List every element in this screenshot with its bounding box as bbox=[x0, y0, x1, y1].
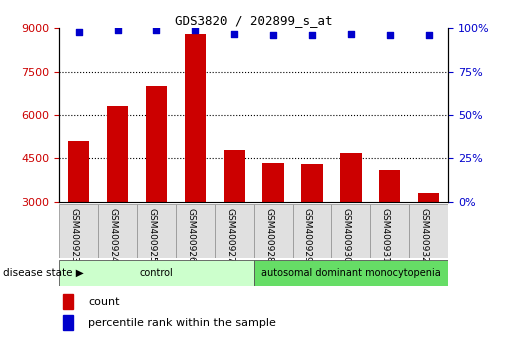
Bar bbox=[253, 204, 293, 258]
Bar bbox=[146, 86, 167, 202]
Point bbox=[152, 27, 161, 33]
Bar bbox=[176, 204, 215, 258]
Text: autosomal dominant monocytopenia: autosomal dominant monocytopenia bbox=[261, 268, 441, 278]
Bar bbox=[63, 315, 73, 330]
Text: GSM400930: GSM400930 bbox=[342, 208, 351, 263]
Bar bbox=[301, 164, 323, 202]
Bar bbox=[68, 141, 90, 202]
Text: GSM400932: GSM400932 bbox=[420, 208, 428, 263]
Text: GSM400924: GSM400924 bbox=[109, 208, 117, 263]
Text: GSM400927: GSM400927 bbox=[225, 208, 234, 263]
Text: GSM400926: GSM400926 bbox=[186, 208, 195, 263]
Text: count: count bbox=[89, 297, 120, 307]
Bar bbox=[340, 153, 362, 202]
Bar bbox=[332, 204, 370, 258]
Text: percentile rank within the sample: percentile rank within the sample bbox=[89, 318, 276, 328]
Point bbox=[113, 27, 122, 33]
Text: control: control bbox=[140, 268, 174, 278]
Text: GSM400923: GSM400923 bbox=[70, 208, 79, 263]
Point bbox=[230, 31, 238, 36]
Bar bbox=[215, 204, 253, 258]
Point bbox=[75, 29, 83, 35]
Bar bbox=[262, 163, 284, 202]
Bar bbox=[63, 294, 73, 309]
Point bbox=[424, 33, 433, 38]
Point bbox=[308, 33, 316, 38]
Bar bbox=[184, 34, 206, 202]
Text: GSM400928: GSM400928 bbox=[264, 208, 273, 263]
Bar bbox=[107, 106, 128, 202]
Bar bbox=[418, 193, 439, 202]
Bar bbox=[224, 150, 245, 202]
Bar bbox=[253, 260, 448, 286]
Text: disease state ▶: disease state ▶ bbox=[3, 268, 83, 278]
Bar bbox=[59, 204, 98, 258]
Point bbox=[191, 27, 199, 33]
Title: GDS3820 / 202899_s_at: GDS3820 / 202899_s_at bbox=[175, 14, 332, 27]
Point bbox=[386, 33, 394, 38]
Bar bbox=[293, 204, 332, 258]
Text: GSM400925: GSM400925 bbox=[147, 208, 157, 263]
Bar bbox=[98, 204, 137, 258]
Point bbox=[269, 33, 277, 38]
Bar bbox=[409, 204, 448, 258]
Text: GSM400929: GSM400929 bbox=[303, 208, 312, 263]
Bar bbox=[137, 204, 176, 258]
Bar bbox=[379, 170, 401, 202]
Bar bbox=[370, 204, 409, 258]
Bar bbox=[59, 260, 253, 286]
Point bbox=[347, 31, 355, 36]
Text: GSM400931: GSM400931 bbox=[381, 208, 390, 263]
